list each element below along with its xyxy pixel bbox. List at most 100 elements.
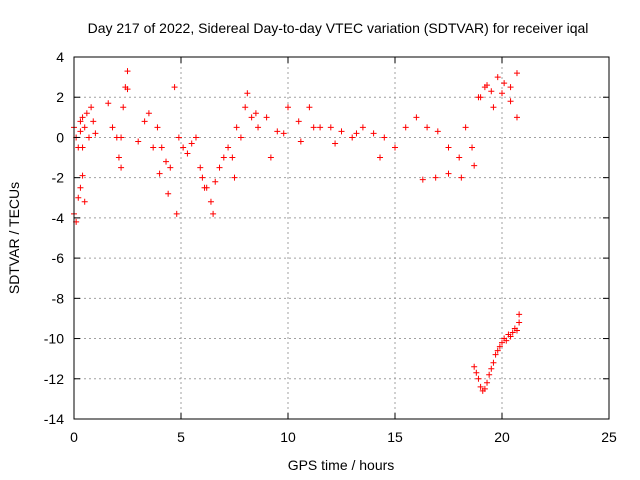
- data-point: [88, 104, 95, 111]
- data-point: [77, 118, 84, 125]
- data-point: [484, 379, 491, 386]
- data-point: [509, 329, 516, 336]
- data-point: [381, 134, 388, 141]
- data-point: [81, 198, 88, 205]
- data-point: [501, 80, 508, 87]
- data-point: [402, 124, 409, 131]
- data-point: [167, 164, 174, 171]
- data-point: [516, 311, 523, 318]
- data-point: [229, 154, 236, 161]
- data-point: [115, 154, 122, 161]
- data-point: [484, 82, 491, 89]
- data-point: [490, 104, 497, 111]
- grid-lines: [74, 57, 609, 419]
- data-point: [280, 130, 287, 137]
- data-point: [488, 88, 495, 95]
- data-point: [252, 110, 259, 117]
- y-tick-label: -8: [52, 290, 65, 306]
- data-point: [462, 124, 469, 131]
- data-point: [370, 130, 377, 137]
- data-point: [477, 383, 484, 390]
- data-point: [77, 184, 84, 191]
- axis-ticks: 0 5 10 15 20 25 -14 -12 -10 -8 -6 -4 -2 0 2 4: [44, 49, 617, 445]
- data-point: [267, 154, 274, 161]
- data-point: [306, 104, 313, 111]
- data-point: [118, 134, 125, 141]
- data-point: [496, 343, 503, 350]
- data-point: [244, 90, 251, 97]
- data-point: [79, 172, 86, 179]
- data-point: [220, 154, 227, 161]
- data-point: [109, 124, 116, 131]
- data-point: [285, 104, 291, 111]
- chart-title: Day 217 of 2022, Sidereal Day-to-day VTE…: [88, 20, 589, 36]
- y-tick-label: -12: [44, 371, 64, 387]
- data-point: [490, 359, 497, 366]
- data-point: [92, 130, 99, 137]
- data-point: [175, 134, 182, 141]
- data-point: [150, 144, 157, 151]
- data-point: [255, 124, 262, 131]
- data-point: [212, 178, 219, 185]
- data-point: [199, 174, 206, 181]
- data-point: [499, 90, 505, 97]
- data-point: [353, 130, 360, 137]
- data-point: [237, 134, 244, 141]
- data-point: [419, 176, 426, 183]
- y-tick-label: 4: [56, 49, 64, 65]
- data-point: [488, 365, 495, 372]
- data-point: [473, 369, 480, 376]
- data-point: [79, 114, 86, 121]
- data-point: [242, 104, 249, 111]
- data-point: [481, 385, 488, 392]
- data-point: [216, 164, 223, 171]
- data-point: [118, 164, 125, 171]
- data-point: [248, 114, 255, 121]
- data-point: [274, 128, 281, 135]
- data-point: [516, 319, 523, 326]
- data-point: [513, 114, 520, 121]
- data-point: [197, 164, 204, 171]
- y-tick-label: -10: [44, 331, 64, 347]
- x-tick-label: 0: [70, 429, 78, 445]
- data-point: [392, 144, 398, 151]
- data-point: [349, 134, 356, 141]
- data-point: [445, 170, 452, 177]
- data-point: [513, 70, 520, 77]
- data-point: [145, 110, 152, 117]
- data-point: [432, 174, 439, 181]
- data-point: [141, 118, 148, 125]
- data-point: [135, 138, 142, 145]
- x-tick-label: 10: [280, 429, 296, 445]
- data-point: [477, 94, 484, 101]
- data-point: [171, 84, 178, 91]
- data-point: [317, 124, 324, 131]
- data-point: [156, 170, 163, 177]
- plot-frame: [73, 56, 610, 420]
- x-tick-label: 20: [494, 429, 510, 445]
- data-point: [105, 100, 112, 107]
- data-point: [507, 333, 514, 340]
- data-point: [85, 134, 92, 141]
- data-point: [494, 347, 501, 354]
- data-point: [81, 124, 88, 131]
- data-point: [295, 118, 302, 125]
- data-point: [494, 74, 501, 81]
- data-point: [90, 118, 97, 125]
- y-axis-label: SDTVAR / TECUs: [6, 182, 22, 294]
- data-point: [458, 174, 465, 181]
- data-point: [327, 124, 334, 131]
- data-point: [158, 144, 165, 151]
- data-point: [124, 68, 131, 75]
- data-point: [184, 150, 191, 157]
- data-point: [225, 144, 232, 151]
- y-tick-label: -14: [44, 411, 64, 427]
- x-tick-label: 15: [387, 429, 403, 445]
- data-point: [192, 134, 199, 141]
- data-point: [83, 110, 90, 117]
- data-point: [120, 104, 127, 111]
- data-point: [173, 210, 180, 217]
- y-tick-label: -6: [52, 250, 65, 266]
- data-point: [332, 140, 339, 147]
